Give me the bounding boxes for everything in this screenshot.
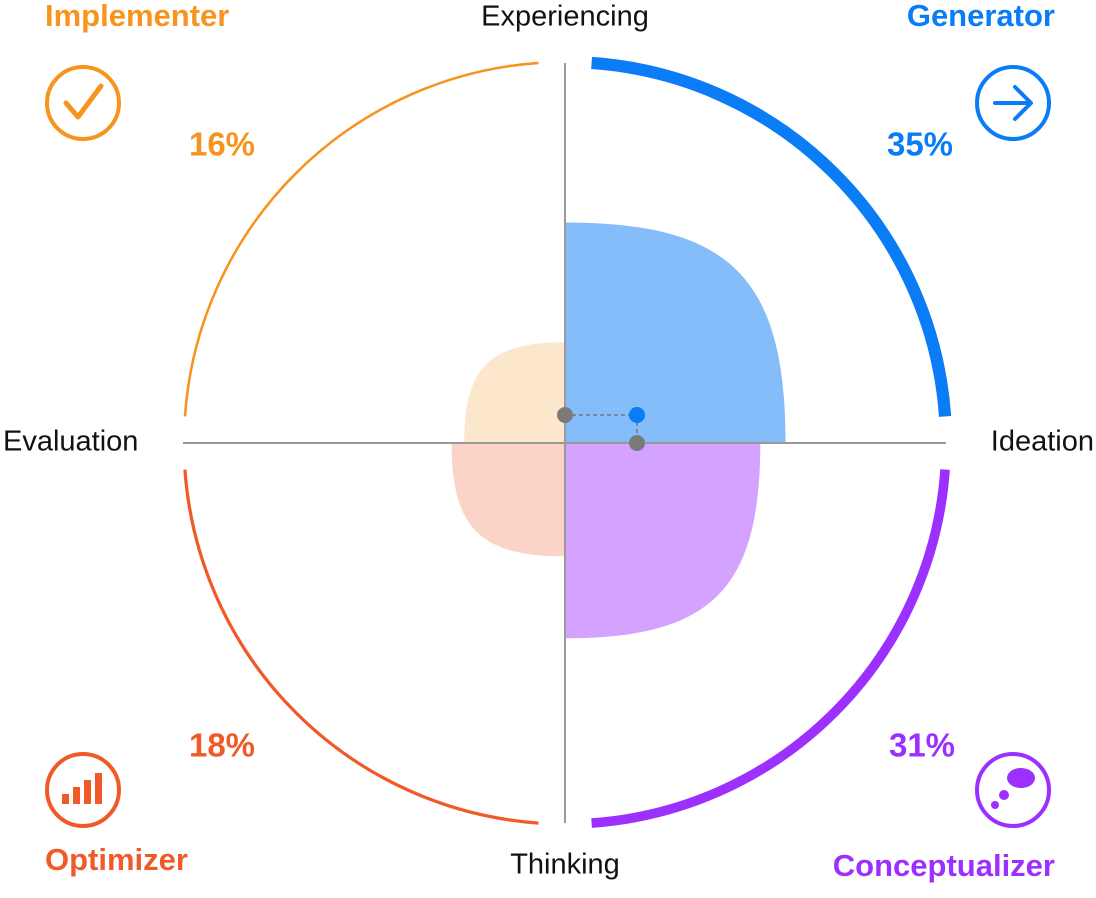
quadrant-arc — [591, 469, 950, 828]
quadrant-percent: 16% — [189, 126, 255, 163]
check-icon — [45, 65, 121, 141]
quadrant-name: Implementer — [45, 0, 229, 33]
quadrant-arc — [183, 469, 539, 825]
bars-icon — [45, 752, 121, 828]
quadrant-percent: 18% — [189, 727, 255, 764]
axis-left-label: Evaluation — [3, 426, 138, 458]
quadrant-blob — [464, 342, 565, 443]
quadrant-name: Conceptualizer — [833, 848, 1055, 883]
quadrant-arc — [591, 56, 952, 417]
quadrant-name: Optimizer — [45, 842, 188, 877]
axis-right-label: Ideation — [991, 426, 1094, 458]
axis-top-label: Experiencing — [481, 1, 649, 33]
quadrant-blob — [565, 443, 761, 639]
quadrant-percent: 35% — [887, 126, 953, 163]
blob-layer — [451, 222, 786, 639]
score-marker — [557, 407, 645, 451]
quadrant-arc — [183, 61, 539, 417]
axis-bottom-label: Thinking — [510, 849, 620, 881]
quadrant-percent: 31% — [889, 727, 955, 764]
thought-icon — [975, 752, 1051, 828]
arrow-icon — [975, 65, 1051, 141]
quadrant-blob — [565, 222, 786, 443]
quadrant-blob — [451, 443, 565, 557]
quadrant-name: Generator — [907, 0, 1055, 33]
